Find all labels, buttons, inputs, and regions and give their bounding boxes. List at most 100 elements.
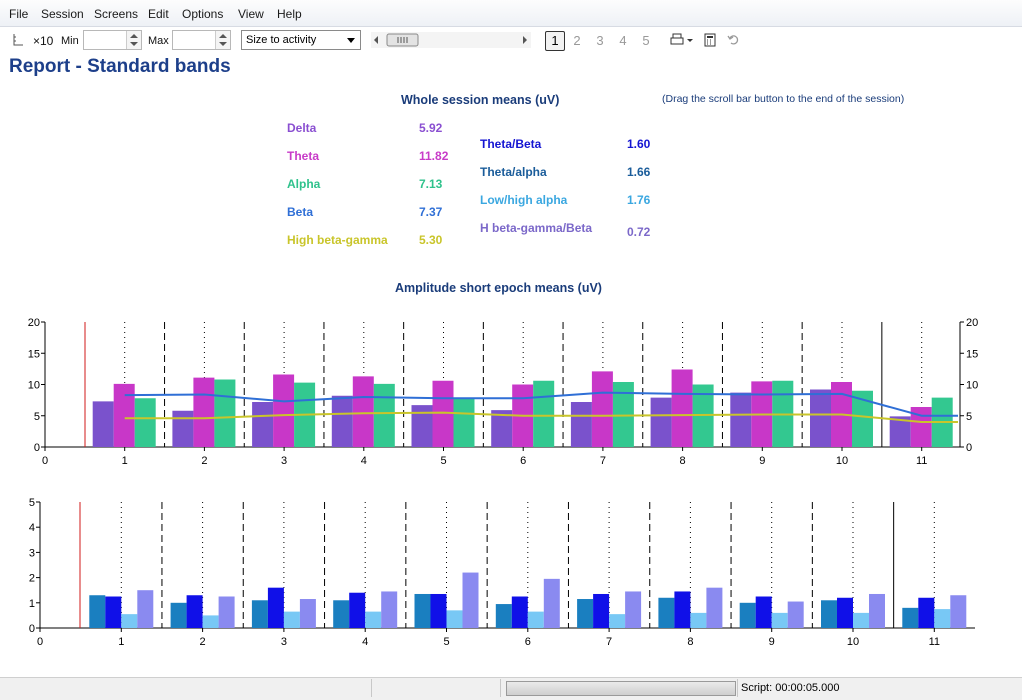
max-stepper[interactable] <box>215 31 230 49</box>
bar-h-beta-gamma-beta <box>462 572 479 628</box>
band-label-high-beta-gamma: High beta-gamma <box>287 233 388 247</box>
scroll-left-icon[interactable] <box>374 36 378 44</box>
page-4-button[interactable]: 4 <box>619 33 627 48</box>
scroll-right-icon[interactable] <box>523 36 527 44</box>
y-tick-label: 20 <box>28 317 40 329</box>
session-heading: Whole session means (uV) <box>401 93 560 107</box>
y-tick-label: 0 <box>29 623 35 635</box>
bar-theta-beta <box>105 596 122 628</box>
bar-delta <box>252 402 274 447</box>
bar-delta <box>491 410 513 447</box>
menu-screens[interactable]: Screens <box>94 7 139 21</box>
min-input[interactable] <box>83 30 142 50</box>
bar-h-beta-gamma-beta <box>381 591 398 628</box>
undo-icon[interactable] <box>727 33 739 47</box>
menu-file[interactable]: File <box>9 7 29 21</box>
script-progress-bar <box>506 681 736 696</box>
x-tick-label: 7 <box>600 455 606 467</box>
bar-low-high-alpha <box>202 615 219 628</box>
bar-theta-beta <box>837 597 853 628</box>
bar-theta-beta <box>186 595 203 628</box>
menu-session[interactable]: Session <box>41 7 84 21</box>
band-value-high-beta-gamma: 5.30 <box>419 233 443 247</box>
x-tick-label: 10 <box>847 636 859 648</box>
menu-view[interactable]: View <box>238 7 264 21</box>
x-tick-label: 1 <box>118 636 124 648</box>
y-tick-label: 10 <box>28 380 40 392</box>
bar-alpha <box>852 390 873 447</box>
size-select[interactable]: Size to activity <box>241 30 361 50</box>
print-icon[interactable] <box>670 33 696 47</box>
bar-theta-alpha <box>414 593 431 628</box>
bar-alpha <box>612 382 634 447</box>
right-y-tick-label: 0 <box>966 442 972 454</box>
bar-delta <box>650 397 672 447</box>
ratio-label-theta-beta: Theta/Beta <box>480 137 542 151</box>
scroll-thumb[interactable] <box>386 33 419 47</box>
bar-delta <box>92 401 114 447</box>
right-y-tick-label: 5 <box>966 411 972 423</box>
x-tick-label: 3 <box>281 455 287 467</box>
size-select-value: Size to activity <box>246 34 317 46</box>
band-label-theta: Theta <box>287 149 320 163</box>
menu-help[interactable]: Help <box>277 7 302 21</box>
band-label-delta: Delta <box>287 121 317 135</box>
bar-theta-alpha <box>902 607 919 628</box>
x-tick-label: 11 <box>916 455 927 467</box>
status-divider <box>371 679 372 697</box>
bar-delta <box>730 392 752 447</box>
x-tick-label: 2 <box>200 636 206 648</box>
band-label-beta: Beta <box>287 205 314 219</box>
calculator-icon[interactable] <box>704 33 716 47</box>
bar-theta-alpha <box>739 602 756 628</box>
band-value-delta: 5.92 <box>419 121 443 135</box>
bar-theta-beta <box>511 596 528 628</box>
bar-low-high-alpha <box>853 612 869 628</box>
x-tick-label: 7 <box>606 636 612 648</box>
menu-edit[interactable]: Edit <box>148 7 169 21</box>
x-tick-label: 11 <box>929 636 940 648</box>
max-input[interactable] <box>172 30 231 50</box>
chevron-down-icon <box>347 38 355 43</box>
bar-theta-alpha <box>333 600 350 628</box>
x-tick-label: 10 <box>836 455 848 467</box>
bar-low-high-alpha <box>283 611 300 628</box>
time-scrollbar[interactable] <box>371 32 531 48</box>
right-y-tick-label: 10 <box>966 380 978 392</box>
min-stepper[interactable] <box>126 31 141 49</box>
bar-alpha <box>453 397 475 447</box>
bar-theta-alpha <box>251 600 268 628</box>
bar-alpha <box>134 398 156 447</box>
bar-theta-beta <box>674 591 691 628</box>
line-beta <box>124 391 958 417</box>
page-5-button[interactable]: 5 <box>642 33 650 48</box>
page-2-button[interactable]: 2 <box>573 33 581 48</box>
ratio-chart: 0 1 2 3 4 5 0 1 2 3 4 5 6 7 8 9 10 11 <box>29 497 975 648</box>
x-tick-label: 5 <box>440 455 446 467</box>
page-1-button[interactable]: 1 <box>545 31 565 51</box>
bar-low-high-alpha <box>934 609 951 628</box>
menu-options[interactable]: Options <box>182 7 224 21</box>
y-tick-label: 0 <box>34 442 40 454</box>
line-high-beta-gamma <box>124 411 958 423</box>
x-tick-label: 5 <box>443 636 449 648</box>
x10-button[interactable]: ×10 <box>33 34 54 48</box>
drag-note: (Drag the scroll bar button to the end o… <box>662 93 905 105</box>
ratio-value-theta-beta: 1.60 <box>627 137 651 151</box>
bar-low-high-alpha <box>690 612 707 628</box>
bar-theta-beta <box>267 587 284 628</box>
ratio-label-low-high-alpha: Low/high alpha <box>480 193 568 207</box>
bar-low-high-alpha <box>121 614 138 628</box>
band-value-beta: 7.37 <box>419 205 443 219</box>
x-tick-label: 3 <box>281 636 287 648</box>
y-tick-label: 3 <box>29 547 35 559</box>
bar-theta-alpha <box>821 600 837 628</box>
axis-icon[interactable] <box>12 33 24 47</box>
x-tick-label: 0 <box>37 636 43 648</box>
page-3-button[interactable]: 3 <box>596 33 604 48</box>
bar-theta <box>113 383 135 447</box>
status-divider <box>737 679 738 697</box>
x-tick-label: 6 <box>520 455 526 467</box>
bar-alpha <box>373 383 395 447</box>
